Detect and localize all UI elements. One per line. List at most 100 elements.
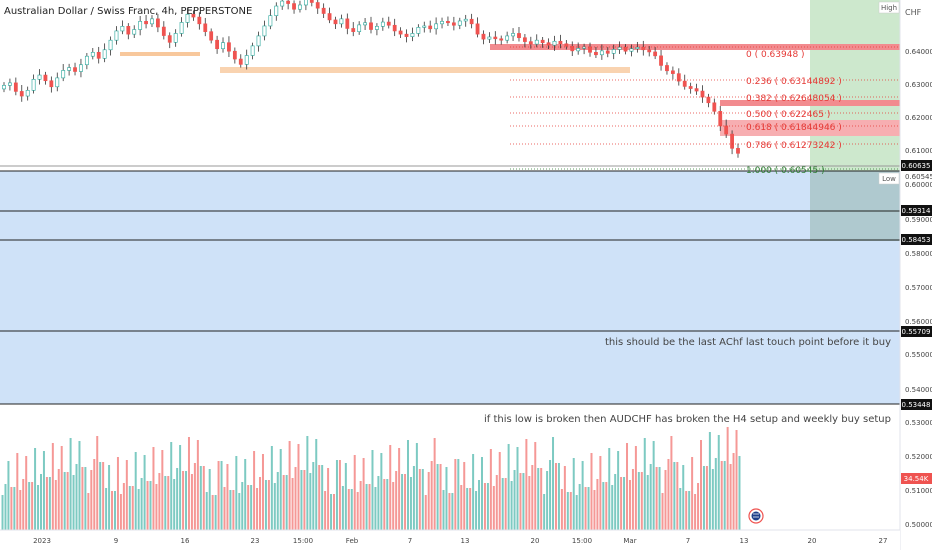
time-tick: 20 <box>531 537 540 545</box>
candle-body <box>629 48 634 52</box>
volume-bar <box>726 427 729 530</box>
time-axis[interactable] <box>0 530 900 550</box>
volume-bar <box>152 447 155 530</box>
candle-body <box>144 21 148 25</box>
volume-bar <box>540 468 543 530</box>
volume-bar <box>214 495 217 530</box>
volume-bar <box>531 465 534 530</box>
candle-body <box>682 80 687 87</box>
candle-body <box>333 19 338 25</box>
volume-bar <box>173 479 176 530</box>
candle-body <box>351 28 356 32</box>
candle-body <box>588 46 592 53</box>
candle-body <box>481 33 486 40</box>
volume-bar <box>735 430 738 530</box>
volume-bar <box>377 476 380 530</box>
volume-bar <box>90 470 93 530</box>
volume-bar <box>187 437 190 530</box>
volume-bar <box>451 493 454 530</box>
time-tick: 2023 <box>33 537 51 545</box>
volume-bar <box>430 461 433 530</box>
volume-bar <box>220 461 223 530</box>
volume-bar <box>330 494 333 530</box>
volume-bar <box>498 452 501 530</box>
candle-body <box>505 35 510 41</box>
volume-bar <box>39 474 42 530</box>
price-tick: 0.56000 <box>905 318 932 326</box>
volume-bar <box>350 489 353 530</box>
volume-bar <box>250 485 253 530</box>
volume-bar <box>190 474 193 530</box>
candle-body <box>375 26 379 30</box>
price-axis[interactable] <box>900 0 932 550</box>
volume-bar <box>676 462 679 530</box>
candle-body <box>392 24 397 32</box>
volume-bar <box>486 483 489 530</box>
volume-bar <box>433 438 436 530</box>
economic-event-icon[interactable] <box>748 508 764 524</box>
candle-body <box>493 36 498 40</box>
volume-bar <box>63 472 66 530</box>
candle-body <box>641 47 646 51</box>
volume-bar <box>167 476 170 530</box>
fibonacci-retracement[interactable]: 0 ( 0.63948 ) 0.236 ( 0.63144892 ) 0.382… <box>510 46 900 176</box>
volume-bar <box>282 475 285 530</box>
annotation-low-break[interactable]: if this low is broken then AUDCHF has br… <box>484 414 891 425</box>
volume-bar <box>22 479 25 530</box>
candle-body <box>546 42 551 46</box>
volume-bar <box>448 493 451 530</box>
old-supply-band-1 <box>120 52 200 56</box>
candle-body <box>499 38 504 41</box>
candle-body <box>416 27 421 34</box>
annotation-last-touch[interactable]: this should be the last AChf last touch … <box>605 337 891 348</box>
candle-body <box>268 15 273 27</box>
volume-bars <box>1 427 741 530</box>
volume-bar <box>442 490 445 530</box>
volume-bar <box>392 482 395 530</box>
volume-bar <box>93 459 96 530</box>
volume-bar <box>478 480 481 530</box>
volume-bar <box>199 466 202 530</box>
candle-body <box>232 50 237 60</box>
price-label-low: 0.60545 <box>905 173 932 181</box>
candle-body <box>126 26 131 35</box>
price-label-053448: 0.53448 <box>902 401 931 409</box>
volume-bar <box>131 486 134 530</box>
volume-bar <box>599 456 602 530</box>
price-tick: 0.58000 <box>905 250 932 258</box>
volume-bar <box>637 472 640 530</box>
volume-bar <box>732 453 735 530</box>
volume-bar <box>483 483 486 530</box>
time-tick: 27 <box>879 537 888 545</box>
price-tick: 0.53000 <box>905 419 932 427</box>
candle-body <box>321 7 326 14</box>
candle-body <box>469 18 474 25</box>
chart-title: Australian Dollar / Swiss Franc, 4h, PEP… <box>4 6 252 17</box>
volume-bar <box>155 484 158 530</box>
volume-bar <box>229 490 232 530</box>
volume-bar <box>617 451 620 530</box>
volume-bar <box>7 461 10 530</box>
candle-body <box>659 55 663 66</box>
candle-body <box>369 22 373 30</box>
volume-bar <box>537 468 540 530</box>
volume-bar <box>294 467 297 530</box>
volume-bar <box>179 445 182 530</box>
volume-bar <box>202 466 205 530</box>
volume-bar <box>516 447 519 530</box>
volume-bar <box>333 494 336 530</box>
candle-body <box>209 31 214 41</box>
volume-bar <box>705 466 708 530</box>
volume-bar <box>492 486 495 530</box>
volume-bar <box>720 461 723 530</box>
volume-bar <box>217 461 220 530</box>
candle-body <box>73 67 77 72</box>
demand-zone-lower <box>0 239 900 404</box>
candle-body <box>167 35 172 43</box>
volume-bar <box>700 440 703 530</box>
volume-bar <box>640 472 643 530</box>
volume-bar <box>176 468 179 530</box>
volume-bar <box>401 474 404 530</box>
candle-body <box>540 39 545 43</box>
